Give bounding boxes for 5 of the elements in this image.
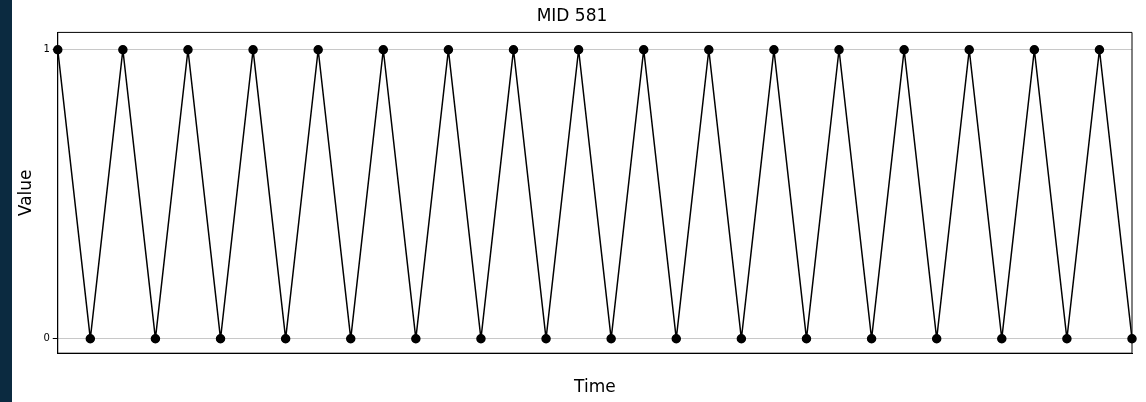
y-axis-title: Value [14, 169, 35, 217]
x-axis-title: Time [573, 376, 616, 397]
y-tick-label: 0 [43, 332, 50, 344]
chart-title: MID 581 [536, 4, 608, 25]
y-tick-label: 1 [43, 43, 50, 55]
